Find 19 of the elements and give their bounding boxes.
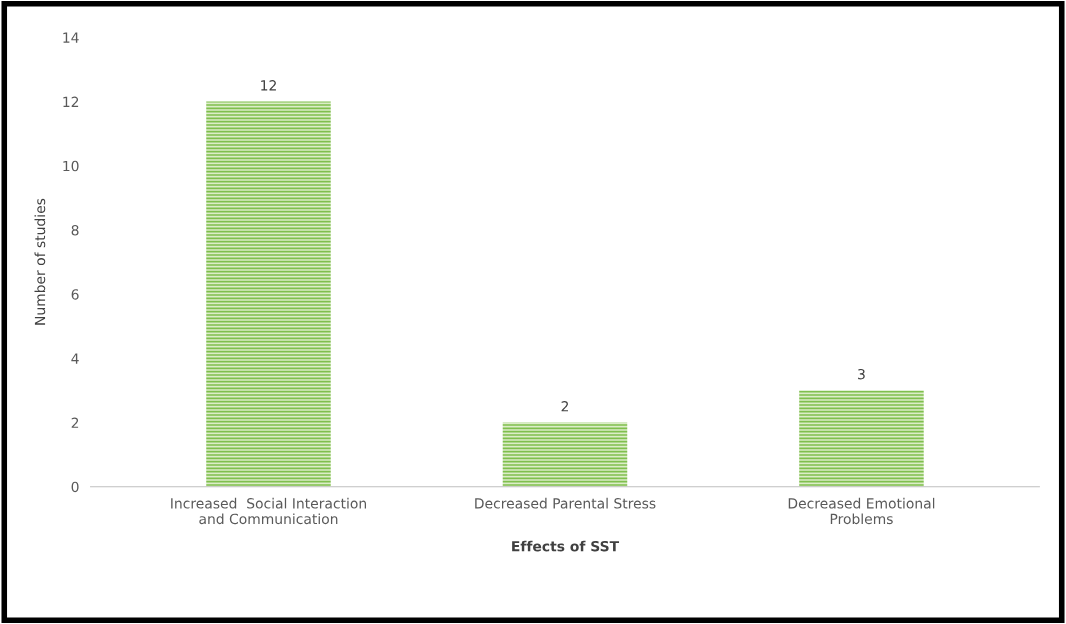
data-label: 3 bbox=[858, 368, 865, 380]
x-axis-title: Effects of SST bbox=[512, 540, 620, 552]
y-tick-label: 6 bbox=[71, 289, 79, 300]
bar bbox=[502, 422, 628, 487]
bar bbox=[206, 101, 331, 487]
bar bbox=[799, 390, 924, 487]
y-tick-label: 8 bbox=[71, 224, 79, 236]
data-label: 2 bbox=[561, 401, 569, 412]
y-tick-label: 10 bbox=[63, 160, 79, 172]
x-tick-label: Decreased Emotional Problems bbox=[788, 497, 935, 525]
x-tick-label: Increased Social Interaction and Communication bbox=[171, 497, 366, 525]
x-tick-label: Decreased Parental Stress bbox=[475, 497, 656, 509]
y-tick-label: 14 bbox=[63, 32, 79, 43]
y-tick-label: 0 bbox=[71, 481, 79, 493]
y-axis-title: Number of studies bbox=[34, 198, 46, 325]
y-tick-label: 4 bbox=[71, 353, 79, 364]
y-tick-label: 12 bbox=[63, 96, 79, 107]
data-label: 12 bbox=[261, 80, 276, 91]
y-tick-label: 2 bbox=[71, 417, 79, 428]
